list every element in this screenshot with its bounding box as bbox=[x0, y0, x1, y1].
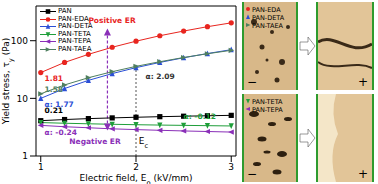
svg-text:100: 100 bbox=[11, 36, 28, 46]
svg-text:α: 1.77: α: 1.77 bbox=[44, 99, 74, 109]
svg-text:α: -0.24: α: -0.24 bbox=[45, 128, 77, 137]
svg-text:PAN-EDA: PAN-EDA bbox=[252, 6, 281, 14]
html-text:PAN-DETA: PAN-DETA bbox=[58, 22, 93, 30]
svg-text:Negative ER: Negative ER bbox=[69, 137, 121, 146]
svg-text:PAN-DETA: PAN-DETA bbox=[252, 14, 285, 22]
svg-text:Yield stress, τy (Pa): Yield stress, τy (Pa) bbox=[8, 38, 15, 126]
html-text:PAN-EDA: PAN-EDA bbox=[58, 14, 89, 23]
html-text:(Pa): (Pa) bbox=[1, 37, 11, 59]
svg-text:+: + bbox=[358, 75, 368, 89]
svg-text:3: 3 bbox=[228, 162, 234, 172]
svg-text:PAN-TETA: PAN-TETA bbox=[252, 98, 283, 106]
html-text:PAN-TAEA: PAN-TAEA bbox=[58, 44, 92, 53]
html-text:PAN-TEPA: PAN-TEPA bbox=[58, 37, 91, 45]
svg-text:Ec: Ec bbox=[139, 136, 149, 150]
svg-text:−: − bbox=[247, 75, 257, 89]
svg-text:+: + bbox=[358, 167, 368, 181]
svg-text:PAN-TEPA: PAN-TEPA bbox=[252, 106, 283, 114]
svg-text:α: -0.12: α: -0.12 bbox=[184, 112, 216, 121]
svg-text:0.21: 0.21 bbox=[45, 106, 64, 115]
svg-text:1: 1 bbox=[38, 162, 44, 172]
svg-text:1.58: 1.58 bbox=[45, 85, 64, 94]
svg-text:2: 2 bbox=[133, 162, 139, 172]
svg-text:Positive ER: Positive ER bbox=[88, 16, 136, 25]
svg-text:1.81: 1.81 bbox=[45, 74, 64, 83]
html-text:PAN-TETA: PAN-TETA bbox=[58, 29, 91, 38]
svg-text:−: − bbox=[247, 167, 257, 181]
svg-text:α: 2.09: α: 2.09 bbox=[146, 72, 175, 81]
html-text:PAN: PAN bbox=[58, 7, 72, 15]
svg-text:10: 10 bbox=[17, 94, 29, 104]
svg-text:1: 1 bbox=[22, 151, 28, 161]
svg-text:Electric field, Eo (kV/mm): Electric field, Eo (kV/mm) bbox=[79, 173, 192, 184]
svg-text:PAN-TAEA: PAN-TAEA bbox=[252, 22, 284, 30]
